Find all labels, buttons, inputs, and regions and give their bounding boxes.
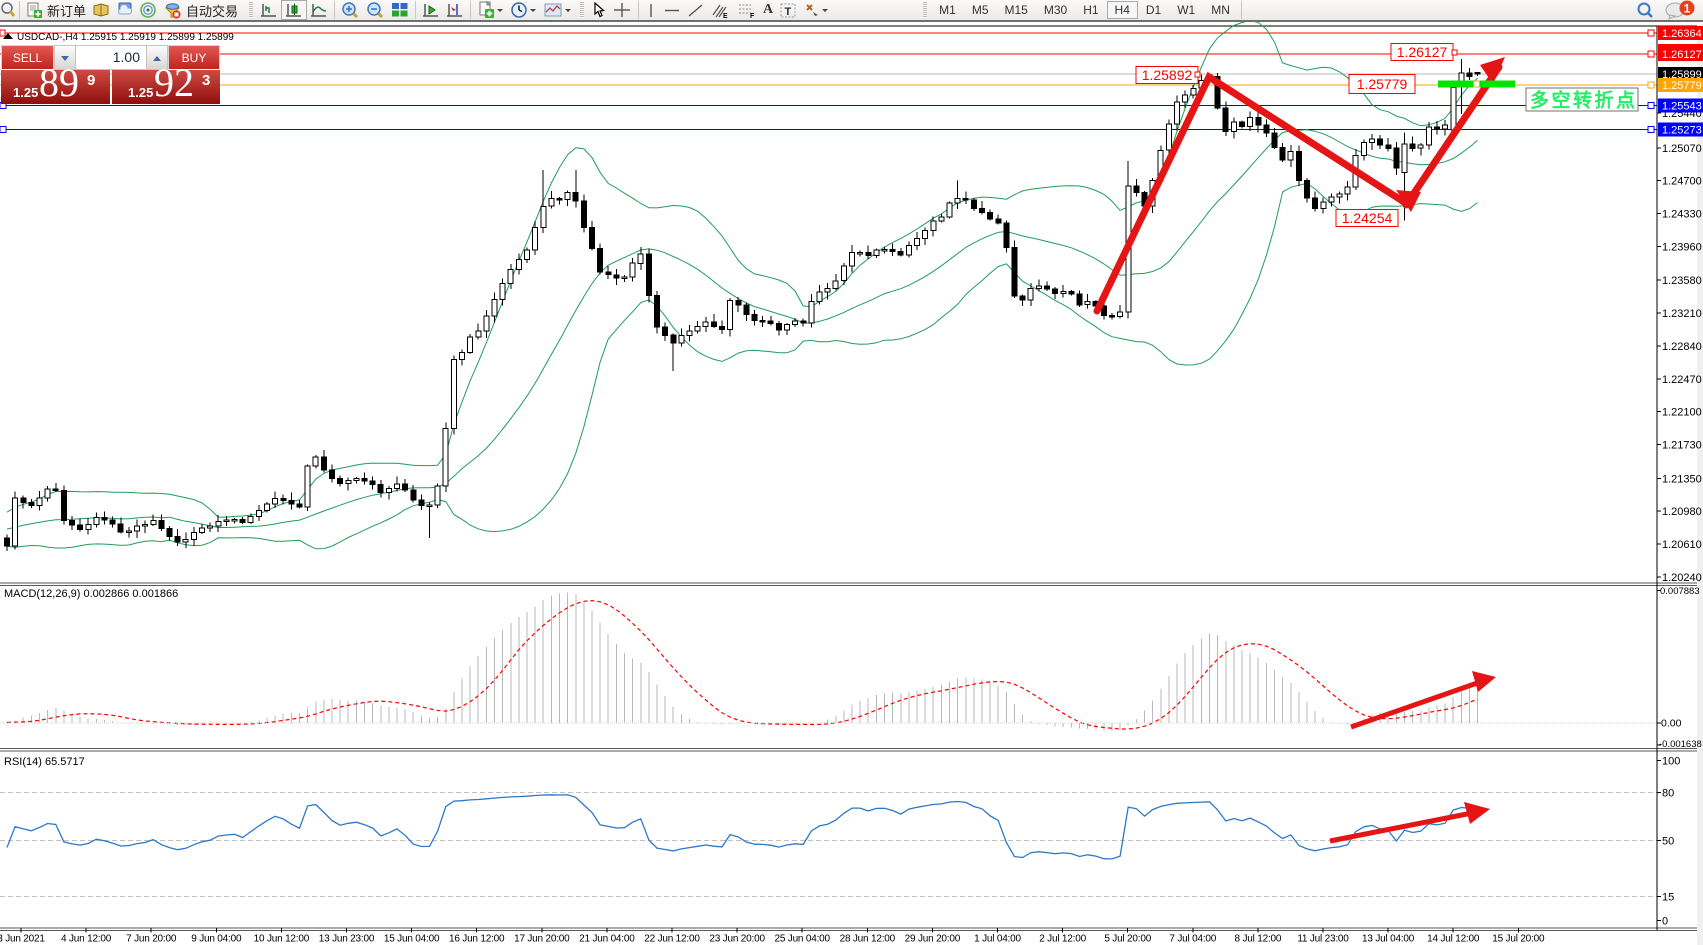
svg-text:17 Jun 20:00: 17 Jun 20:00 <box>514 934 570 945</box>
svg-text:13 Jul 04:00: 13 Jul 04:00 <box>1362 934 1415 945</box>
svg-text:1.22100: 1.22100 <box>1662 407 1702 419</box>
svg-text:1.20610: 1.20610 <box>1662 539 1702 551</box>
svg-text:USDCAD-,H4 1.25915 1.25919 1.: USDCAD-,H4 1.25915 1.25919 1.25899 1.258… <box>17 32 234 43</box>
svg-text:5 Jul 20:00: 5 Jul 20:00 <box>1104 934 1151 945</box>
svg-text:7 Jul 04:00: 7 Jul 04:00 <box>1169 934 1216 945</box>
svg-text:13 Jun 23:00: 13 Jun 23:00 <box>319 934 375 945</box>
svg-text:1.26127: 1.26127 <box>1397 44 1448 60</box>
svg-text:2 Jul 12:00: 2 Jul 12:00 <box>1039 934 1086 945</box>
svg-text:-0.001638: -0.001638 <box>1659 739 1702 750</box>
svg-text:1.22470: 1.22470 <box>1662 374 1702 386</box>
svg-text:MACD(12,26,9) 0.002866 0.00186: MACD(12,26,9) 0.002866 0.001866 <box>4 588 178 600</box>
svg-text:1.24700: 1.24700 <box>1662 176 1702 188</box>
svg-text:4 Jun 12:00: 4 Jun 12:00 <box>61 934 112 945</box>
svg-text:1.23960: 1.23960 <box>1662 241 1702 253</box>
svg-text:1: 1 <box>1684 2 1691 16</box>
svg-text:1.25543: 1.25543 <box>1662 101 1702 113</box>
svg-text:多空转折点: 多空转折点 <box>1530 89 1638 112</box>
svg-text:1.20980: 1.20980 <box>1662 506 1702 518</box>
svg-text:50: 50 <box>1662 835 1674 847</box>
svg-text:1.21730: 1.21730 <box>1662 440 1702 452</box>
svg-text:100: 100 <box>1662 755 1680 767</box>
svg-text:1.25070: 1.25070 <box>1662 143 1702 155</box>
svg-text:1 Jul 04:00: 1 Jul 04:00 <box>974 934 1021 945</box>
svg-text:21 Jun 04:00: 21 Jun 04:00 <box>579 934 635 945</box>
svg-text:15 Jun 04:00: 15 Jun 04:00 <box>384 934 440 945</box>
svg-text:1.25779: 1.25779 <box>1662 80 1702 92</box>
svg-text:8 Jul 12:00: 8 Jul 12:00 <box>1235 934 1282 945</box>
svg-text:22 Jun 12:00: 22 Jun 12:00 <box>644 934 700 945</box>
svg-text:23 Jun 20:00: 23 Jun 20:00 <box>709 934 765 945</box>
svg-text:1.21350: 1.21350 <box>1662 473 1702 485</box>
svg-text:15 Jul 20:00: 15 Jul 20:00 <box>1492 934 1545 945</box>
svg-text:1.26364: 1.26364 <box>1662 28 1702 40</box>
svg-text:1.25892: 1.25892 <box>1142 67 1193 83</box>
svg-text:28 Jun 12:00: 28 Jun 12:00 <box>840 934 896 945</box>
svg-text:0.007883: 0.007883 <box>1660 586 1700 597</box>
svg-text:80: 80 <box>1662 787 1674 799</box>
svg-text:1.24330: 1.24330 <box>1662 209 1702 221</box>
svg-text:1.25779: 1.25779 <box>1357 76 1408 92</box>
svg-text:0.00: 0.00 <box>1661 718 1682 730</box>
svg-text:1.20240: 1.20240 <box>1662 572 1702 584</box>
svg-text:29 Jun 20:00: 29 Jun 20:00 <box>905 934 961 945</box>
svg-text:1.23580: 1.23580 <box>1662 275 1702 287</box>
svg-text:1.25273: 1.25273 <box>1662 125 1702 137</box>
svg-text:3 Jun 2021: 3 Jun 2021 <box>0 934 45 945</box>
svg-text:1.24254: 1.24254 <box>1342 210 1393 226</box>
svg-text:T: T <box>785 6 792 18</box>
svg-text:16 Jun 12:00: 16 Jun 12:00 <box>449 934 505 945</box>
svg-text:11 Jul 23:00: 11 Jul 23:00 <box>1297 934 1349 945</box>
svg-text:14 Jul 12:00: 14 Jul 12:00 <box>1427 934 1480 945</box>
svg-text:0: 0 <box>1662 915 1668 927</box>
svg-text:7 Jun 20:00: 7 Jun 20:00 <box>126 934 177 945</box>
svg-text:10 Jun 12:00: 10 Jun 12:00 <box>254 934 310 945</box>
svg-text:9 Jun 04:00: 9 Jun 04:00 <box>191 934 242 945</box>
svg-text:F: F <box>750 13 755 19</box>
svg-text:E: E <box>723 13 728 19</box>
svg-text:RSI(14) 65.5717: RSI(14) 65.5717 <box>4 756 85 768</box>
svg-text:1.23210: 1.23210 <box>1662 308 1702 320</box>
svg-text:1.26127: 1.26127 <box>1662 49 1702 61</box>
svg-text:25 Jun 04:00: 25 Jun 04:00 <box>774 934 830 945</box>
svg-text:15: 15 <box>1662 891 1674 903</box>
svg-text:1.22840: 1.22840 <box>1662 341 1702 353</box>
